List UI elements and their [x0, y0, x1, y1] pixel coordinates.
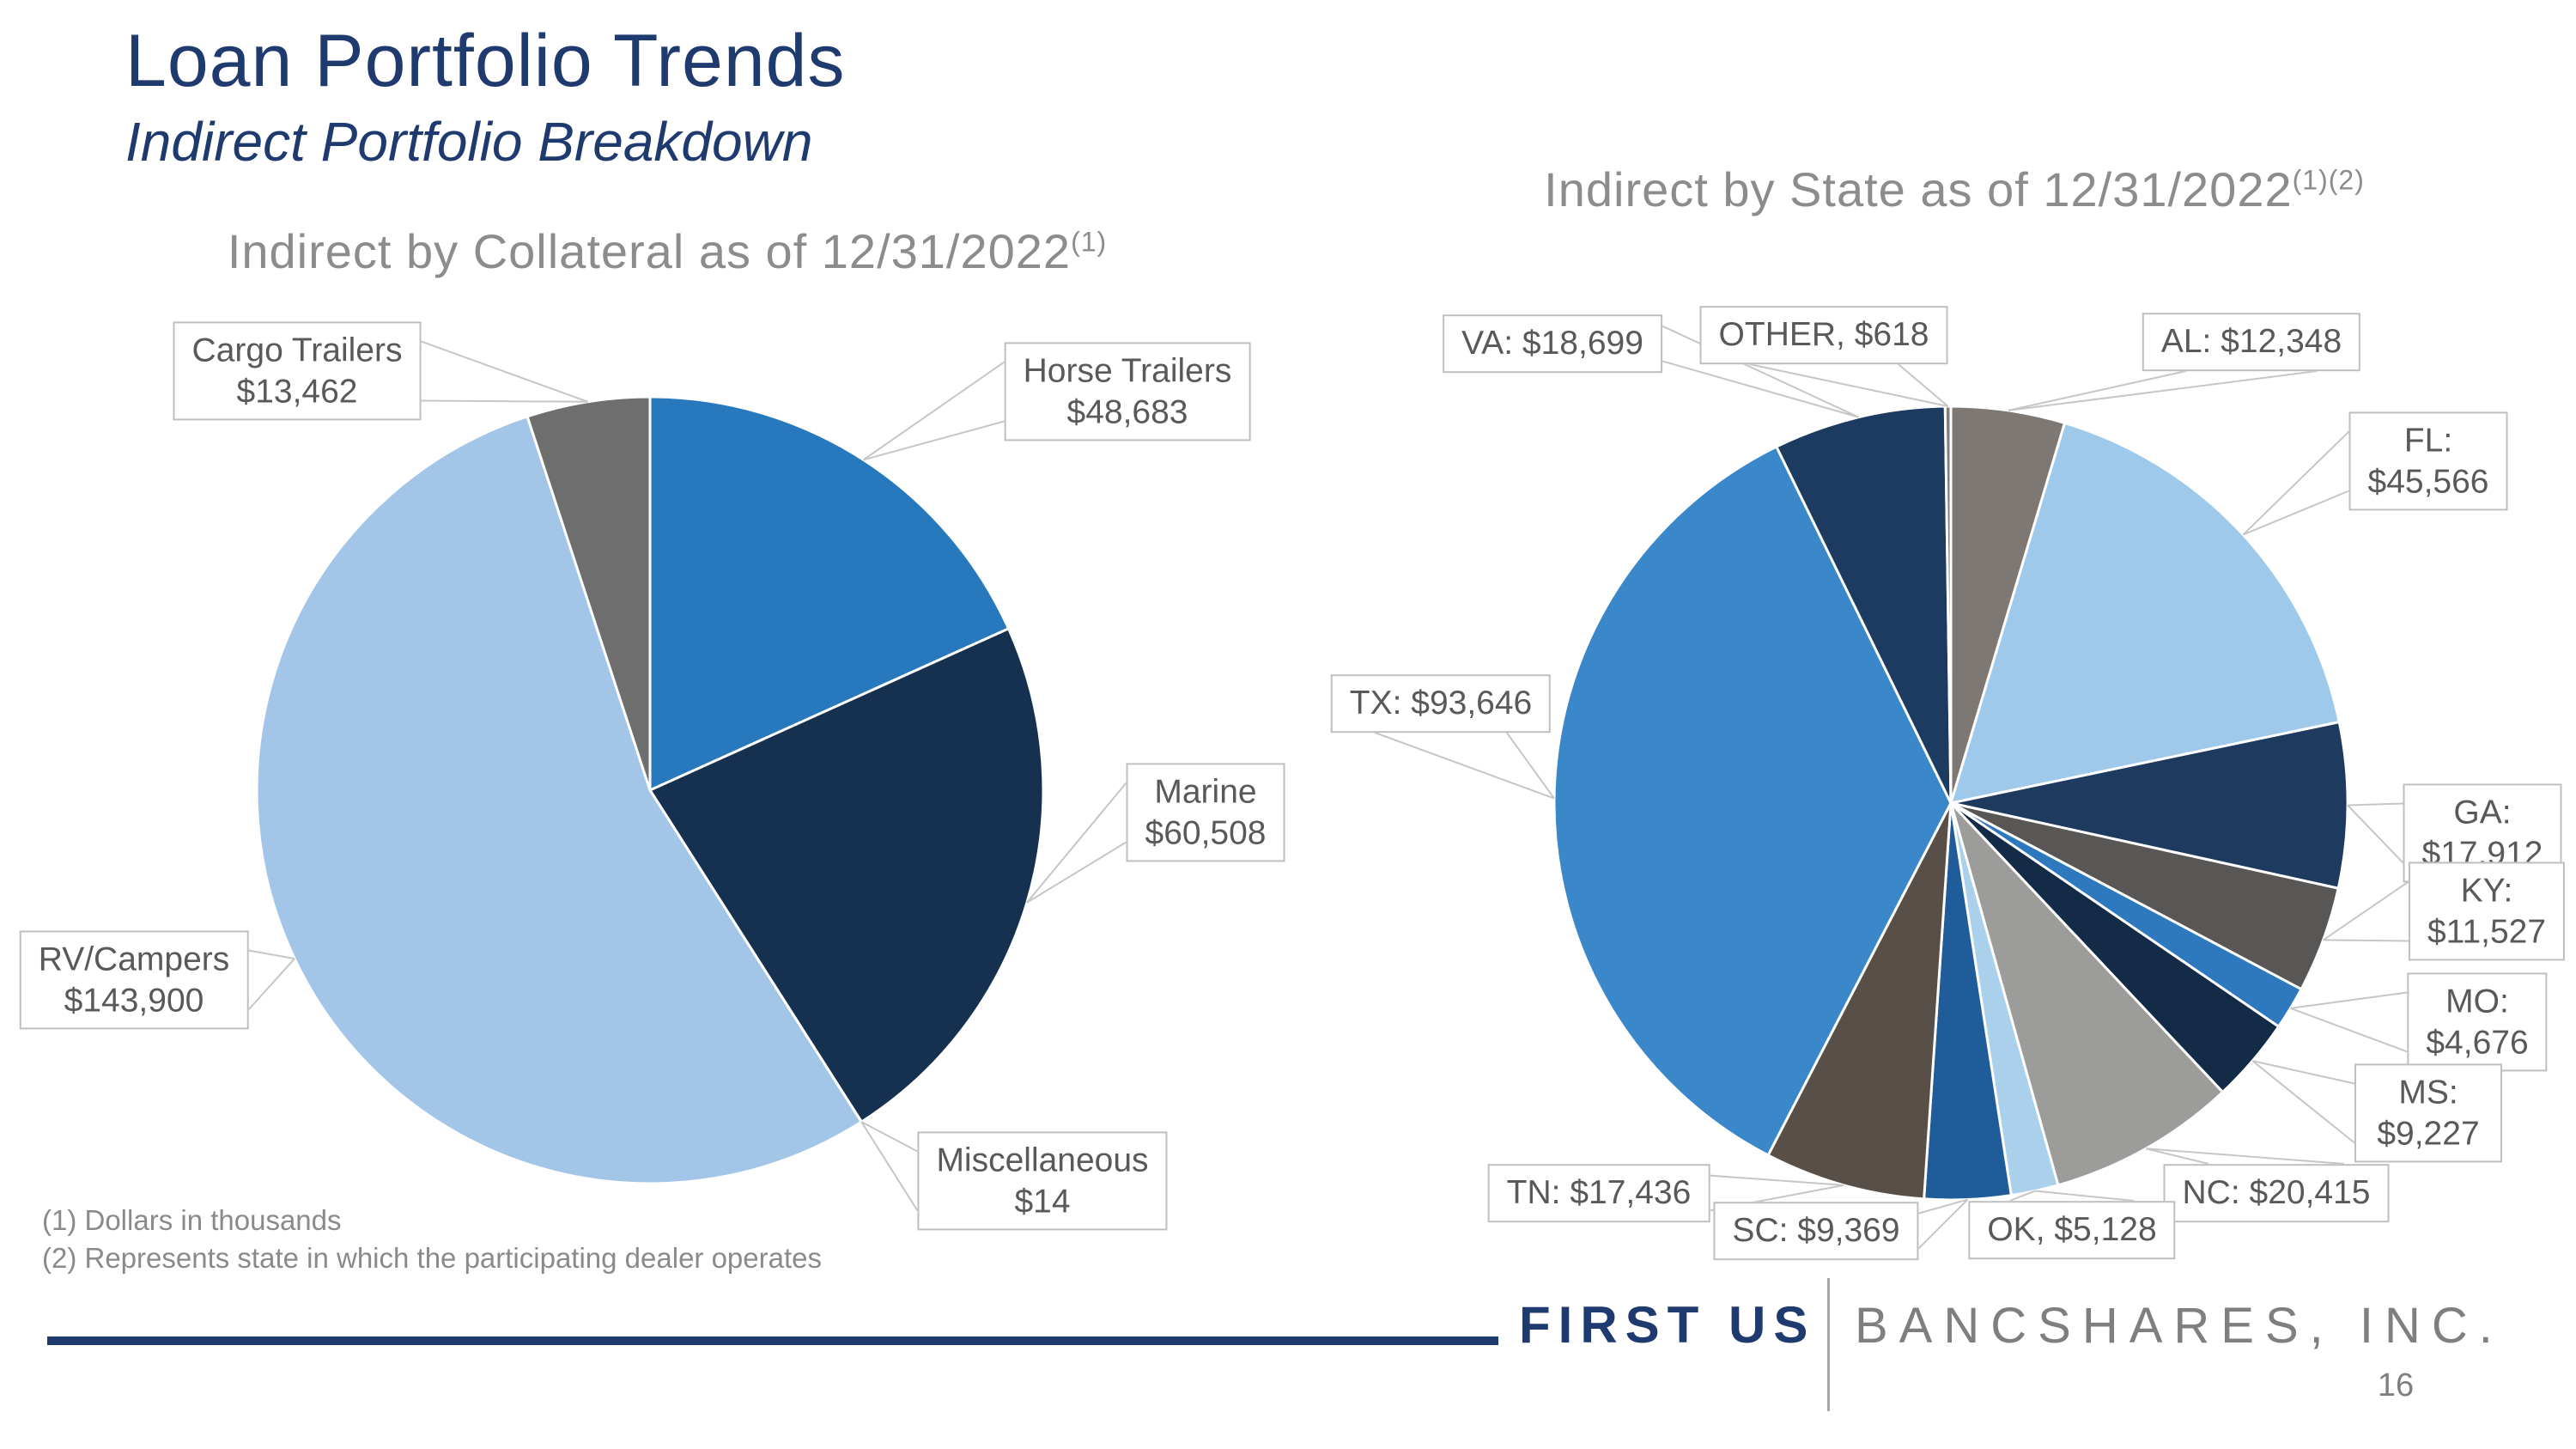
- left-chart-title-superscript: (1): [1071, 226, 1108, 258]
- leader-line-fl: [2242, 490, 2349, 536]
- pie-slice-marine: [648, 627, 1045, 1123]
- leader-line-horse-trailers: [863, 361, 1005, 461]
- pie-label-mo: MO: $4,676: [2407, 972, 2548, 1072]
- leader-line-va: [1662, 360, 1859, 418]
- brand-name-primary: FIRST US: [1519, 1296, 1816, 1354]
- leader-line-al: [2008, 370, 2187, 411]
- pie-slice-cargo-trailers: [526, 395, 652, 792]
- leader-line-marine: [1026, 782, 1127, 904]
- leader-line-mo: [2290, 991, 2408, 1009]
- right-chart-title: Indirect by State as of 12/31/2022(1)(2): [1439, 161, 2470, 217]
- leader-line-cargo-trailers: [421, 340, 588, 403]
- pie-slice-tn: [1766, 801, 1953, 1201]
- leader-line-mo: [2290, 1007, 2408, 1053]
- leader-line-tx: [1374, 732, 1555, 800]
- leader-line-tx: [1505, 732, 1555, 800]
- leader-line-sc: [1918, 1198, 1968, 1215]
- pie-slice-rv-campers: [255, 415, 863, 1185]
- pie-label-other: OTHER, $618: [1699, 306, 1948, 364]
- leader-line-ms: [2251, 1060, 2355, 1144]
- pie-slice-tx: [1552, 445, 1953, 1157]
- pie-label-miscellaneous: Miscellaneous $14: [917, 1131, 1168, 1231]
- page-number: 16: [2377, 1367, 2415, 1403]
- pie-label-horse-trailers: Horse Trailers $48,683: [1004, 342, 1251, 441]
- leader-line-horse-trailers: [863, 420, 1005, 461]
- pie-label-va: VA: $18,699: [1443, 314, 1662, 373]
- leader-line-fl: [2242, 430, 2350, 536]
- leader-line-nc: [2146, 1148, 2344, 1165]
- leader-line-rv-campers: [248, 949, 295, 960]
- leader-line-ms: [2252, 1060, 2355, 1085]
- leader-line-other: [1898, 363, 1949, 407]
- right-chart-title-text: Indirect by State as of 12/31/2022: [1544, 162, 2293, 216]
- leader-line-ky: [2323, 939, 2409, 942]
- pie-label-ms: MS: $9,227: [2354, 1063, 2502, 1163]
- left-chart-title: Indirect by Collateral as of 12/31/2022(…: [135, 223, 1200, 279]
- leader-line-nc: [2146, 1148, 2209, 1165]
- footer-rule: [47, 1336, 1498, 1345]
- brand-divider: [1827, 1278, 1830, 1411]
- pie-label-tn: TN: $17,436: [1487, 1164, 1710, 1222]
- pie-slice-va: [1775, 405, 1953, 805]
- leader-line-va: [1662, 325, 1859, 418]
- pie-label-marine: Marine $60,508: [1126, 763, 1285, 862]
- leader-line-miscellaneous: [860, 1121, 919, 1212]
- brand-name-secondary: BANCSHARES, INC.: [1855, 1298, 2504, 1354]
- pie-label-rv-campers: RV/Campers $143,900: [19, 930, 249, 1030]
- pie-label-sc: SC: $9,369: [1713, 1202, 1919, 1260]
- pie-label-nc: NC: $20,415: [2163, 1164, 2390, 1222]
- leader-line-miscellaneous: [860, 1121, 918, 1153]
- footnote-2: (2) Represents state in which the partic…: [42, 1242, 822, 1274]
- page-title: Loan Portfolio Trends: [125, 20, 846, 102]
- footnote-1: (1) Dollars in thousands: [42, 1204, 342, 1236]
- leader-line-other: [1749, 363, 1948, 407]
- pie-label-ok: OK, $5,128: [1968, 1201, 2176, 1259]
- left-chart-title-text: Indirect by Collateral as of 12/31/2022: [227, 224, 1072, 278]
- leader-line-ky: [2323, 880, 2409, 941]
- pie-slice-nc: [1949, 801, 2225, 1187]
- leader-line-ok: [2009, 1190, 2036, 1202]
- pie-label-al: AL: $12,348: [2142, 313, 2361, 371]
- leader-line-ga: [2347, 802, 2403, 807]
- pie-label-fl: FL: $45,566: [2348, 411, 2508, 511]
- pie-slice-ga: [1949, 721, 2349, 890]
- leader-line-ga: [2347, 804, 2404, 864]
- leader-line-sc: [1917, 1198, 1969, 1250]
- leader-line-rv-campers: [247, 958, 295, 1011]
- leader-line-cargo-trailers: [421, 399, 588, 403]
- leader-line-ok: [2034, 1190, 2135, 1202]
- leader-line-al: [2008, 370, 2318, 411]
- pie-label-cargo-trailers: Cargo Trailers $13,462: [173, 321, 422, 421]
- pie-label-tx: TX: $93,646: [1330, 674, 1552, 733]
- leader-line-tn: [1710, 1174, 1844, 1186]
- page-subtitle: Indirect Portfolio Breakdown: [125, 111, 813, 173]
- right-chart-title-superscript: (1)(2): [2292, 164, 2365, 196]
- pie-label-ky: KY: $11,527: [2408, 861, 2566, 961]
- leader-line-marine: [1026, 841, 1127, 904]
